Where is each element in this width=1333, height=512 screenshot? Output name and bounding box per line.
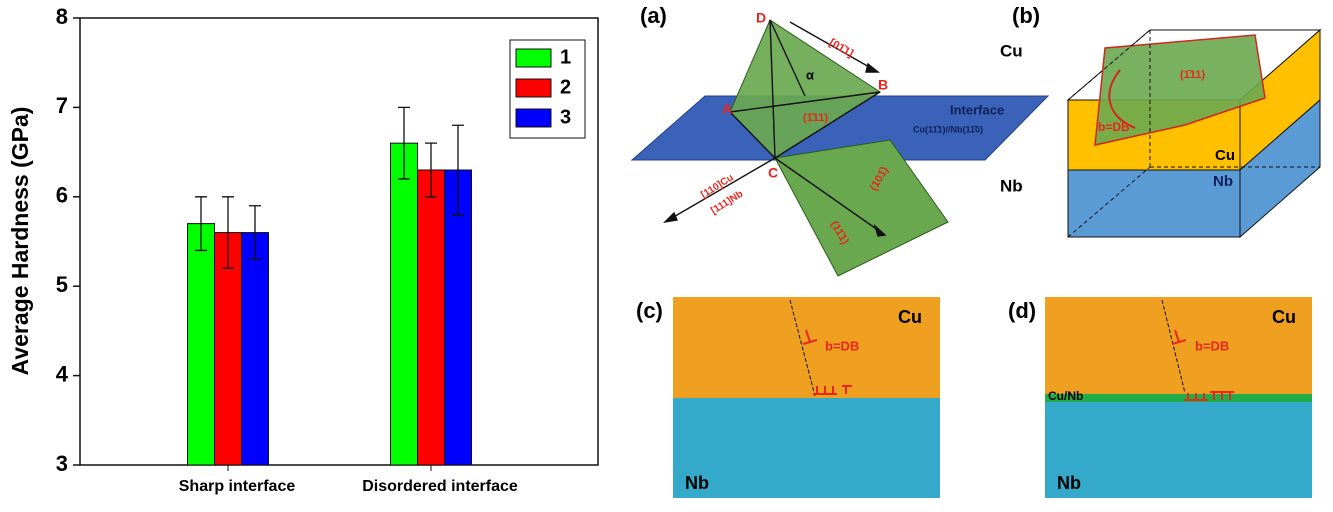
dislocations — [1171, 329, 1234, 401]
material-label: Nb — [1213, 173, 1233, 190]
bar-chart: Average Hardness (GPa) 3 4 5 6 7 8 Sharp inter… — [7, 4, 599, 495]
interface-label: Cu/Nb — [1048, 389, 1083, 403]
hidden-edge — [1067, 166, 1151, 238]
error-bar — [222, 196, 234, 269]
nb-layer — [1045, 402, 1312, 498]
material-label: Cu — [898, 307, 922, 327]
panel-a: (a) D B A C α [01̄1] (1̄11) (101̄) (11̄1… — [630, 3, 1050, 277]
slip-trace — [1161, 299, 1186, 394]
panel-b: (b) (1̄11) b=DB Cu Nb — [1012, 3, 1322, 239]
bar — [187, 223, 215, 466]
y-tick-label: 6 — [56, 183, 68, 208]
panel-label: (a) — [640, 3, 667, 28]
plot-frame — [79, 17, 599, 466]
point-label: A — [722, 101, 732, 117]
legend-swatch — [515, 108, 552, 128]
bar — [390, 142, 418, 466]
dislocations — [802, 329, 852, 395]
bar — [444, 169, 472, 466]
panel-label: (c) — [636, 298, 663, 323]
geometry-lines — [662, 19, 887, 237]
y-tick-label: 4 — [56, 361, 69, 386]
error-bar — [398, 106, 410, 180]
panel-d: (d) Cu Nb b=DB Cu/Nb — [1008, 297, 1312, 498]
burgers-label: b=DB — [1195, 338, 1229, 353]
slip-plane-bottom — [774, 139, 949, 277]
material-label: Cu — [1215, 147, 1235, 164]
y-tick-label: 3 — [56, 451, 68, 476]
material-label: Nb — [1000, 176, 1023, 195]
panel-label: (b) — [1012, 3, 1040, 28]
material-label: Nb — [1057, 473, 1081, 493]
x-tick-label: Sharp interface — [179, 478, 296, 495]
interface-layer — [1045, 394, 1312, 402]
y-tick-label: 7 — [56, 93, 68, 118]
plane-label: (1̄11) — [1180, 69, 1205, 81]
error-bar — [249, 205, 261, 261]
interface-label: Interface — [950, 102, 1004, 117]
bar — [417, 169, 445, 466]
burgers-label: b=DB — [825, 338, 859, 353]
y-axis-label: Average Hardness (GPa) — [7, 107, 33, 376]
point-label: B — [878, 77, 888, 93]
legend-label: 1 — [560, 46, 571, 68]
y-tick-label: 8 — [56, 4, 68, 29]
bar — [214, 232, 242, 466]
point-label: D — [756, 10, 766, 26]
angle-label: α — [806, 67, 814, 82]
hidden-edge — [1067, 29, 1151, 101]
cu-layer — [1045, 297, 1312, 394]
legend-swatch — [515, 48, 552, 68]
burgers-label: b=DB — [1098, 120, 1130, 134]
interface-planes: Cu(11̄1)//Nb(11̄0) — [913, 124, 983, 134]
cu-layer — [673, 297, 940, 398]
point-label: C — [768, 165, 778, 181]
material-label: Nb — [685, 473, 709, 493]
dislocation-line — [1108, 69, 1136, 129]
plane-label: (1̄11) — [803, 112, 828, 124]
nb-layer — [673, 398, 940, 498]
material-label: Cu — [1000, 41, 1023, 60]
legend-label: 3 — [560, 106, 571, 128]
y-tick-label: 5 — [56, 272, 68, 297]
error-bar — [195, 196, 207, 252]
legend-swatch — [515, 78, 552, 98]
panel-label: (d) — [1008, 298, 1036, 323]
slip-plane — [1094, 34, 1266, 146]
bar — [241, 232, 269, 466]
panel-c: (c) Cu Nb b=DB — [636, 297, 940, 498]
x-tick-label: Disordered interface — [362, 478, 518, 495]
legend-label: 2 — [560, 76, 571, 98]
error-bar — [452, 124, 464, 216]
slip-trace — [789, 299, 816, 397]
error-bar — [425, 142, 437, 198]
material-label: Cu — [1272, 307, 1296, 327]
